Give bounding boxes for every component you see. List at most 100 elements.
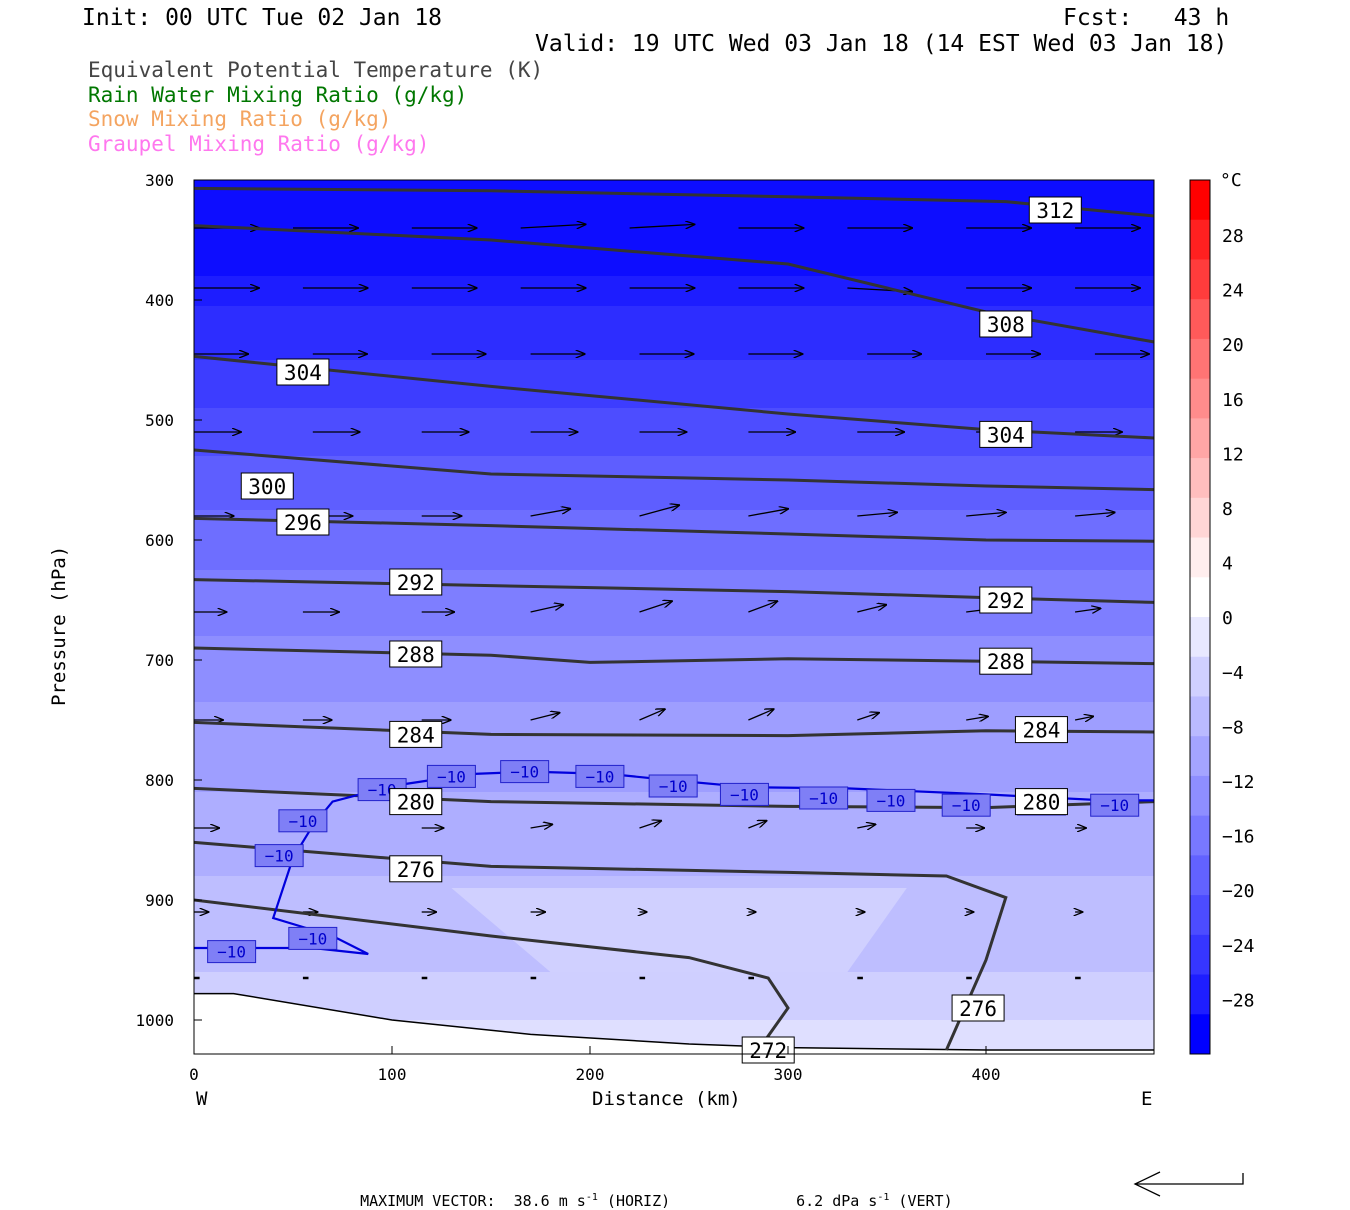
wind-vector (748, 709, 773, 721)
forecast-hour: Fcst: 43 h (1063, 5, 1230, 31)
theta-e-contour-label: 308 (987, 313, 1025, 337)
theta-e-contour (194, 448, 1154, 492)
temp-contour-label: −10 (217, 943, 246, 962)
theta-e-contour-label: 296 (284, 511, 322, 535)
temp-label-box (648, 774, 698, 798)
theta-e-label-box (389, 568, 443, 596)
theta-e-contour-label: 280 (1022, 791, 1060, 815)
colorbar-segment (1190, 338, 1210, 380)
y-tick-label: 400 (145, 291, 174, 310)
colorbar-segment (1190, 617, 1210, 658)
colorbar-tick-label: −4 (1222, 663, 1244, 684)
max-vector-horiz-value: 38.6 (513, 1192, 550, 1210)
wind-vector (857, 605, 886, 613)
x-tick-label: 0 (189, 1065, 199, 1084)
wind-vector (530, 713, 560, 721)
x-tick-label: 100 (378, 1065, 407, 1084)
max-vector-title: MAXIMUM VECTOR: (360, 1192, 496, 1210)
legend-rain-water: Rain Water Mixing Ratio (g/kg) (88, 83, 468, 107)
max-vector-vert: 6.2 dPa s-1 (VERT) (778, 1178, 953, 1209)
theta-e-contour (194, 840, 1008, 1051)
wind-vector (1075, 512, 1115, 516)
theta-e-contour-label: 276 (397, 858, 435, 882)
colorbar-tick-label: 16 (1222, 390, 1244, 411)
wind-vector (857, 512, 897, 516)
temp-contour-label: −10 (510, 763, 539, 782)
theta-e-contour-label: 288 (397, 643, 435, 667)
colorbar-segment (1190, 299, 1210, 340)
terrain-fill (194, 993, 1154, 1054)
theta-e-contour-label: 312 (1036, 199, 1074, 223)
wind-vector (629, 224, 695, 228)
temp-band (194, 360, 1154, 409)
colorbar-tick-label: −8 (1222, 717, 1244, 738)
colorbar-tick-label: 0 (1222, 608, 1233, 629)
theta-e-label-box (389, 640, 443, 668)
theta-e-contour-label: 288 (987, 650, 1025, 674)
temp-contour-label: −10 (659, 777, 688, 796)
legend-graupel: Graupel Mixing Ratio (g/kg) (88, 132, 430, 156)
y-tick-label: 700 (145, 651, 174, 670)
theta-e-contour-label: 280 (397, 791, 435, 815)
temp-label-box (500, 760, 550, 784)
theta-e-label-box (979, 310, 1033, 338)
wind-vector (966, 716, 988, 720)
max-vector-horiz-units: m s (558, 1192, 586, 1210)
theta-e-label-box (240, 472, 294, 500)
y-tick-label: 1000 (135, 1011, 174, 1030)
temp-label-box (575, 764, 625, 788)
colorbar-tick-label: 20 (1222, 335, 1244, 356)
y-tick-label: 600 (145, 531, 174, 550)
x-axis-label: Distance (km) (592, 1088, 741, 1110)
colorbar-segment (1190, 974, 1210, 1015)
temp-label-box (207, 940, 257, 964)
wind-vector (639, 505, 680, 517)
colorbar-segment (1190, 259, 1210, 300)
theta-e-contour (194, 898, 790, 1051)
theta-e-contour-label: 292 (397, 571, 435, 595)
colorbar-tick-label: −24 (1222, 936, 1255, 957)
wind-vector (1075, 608, 1100, 612)
max-vector-horiz-exp: -1 (585, 1192, 598, 1203)
x-tick-label: 400 (972, 1065, 1001, 1084)
wind-vector (639, 709, 665, 721)
reference-vector-arrow (1133, 1171, 1244, 1197)
theta-e-contour-label: 304 (284, 361, 322, 385)
wind-vector (857, 824, 875, 828)
wind-vector (1074, 716, 1093, 720)
colorbar-frame (1189, 179, 1211, 1055)
theta-e-label-box (1014, 716, 1068, 744)
temp-label-box (278, 809, 328, 833)
theta-e-contour (194, 354, 1154, 440)
colorbar-tick-label: 12 (1222, 444, 1244, 465)
wind-vector (748, 509, 788, 517)
temp-contour-label: −10 (265, 847, 294, 866)
theta-e-contour-label: 292 (987, 589, 1025, 613)
colorbar-tick-label: 4 (1222, 554, 1233, 575)
temp-contour-label: −10 (298, 929, 327, 948)
temp-contour-label: −10 (1100, 796, 1129, 815)
y-tick-label: 800 (145, 771, 174, 790)
theta-e-contour-label: 284 (397, 723, 435, 747)
theta-e-label-box (741, 1036, 795, 1064)
colorbar-tick-label: −28 (1222, 990, 1255, 1011)
theta-e-contour-label: 304 (987, 423, 1025, 447)
y-tick-label: 900 (145, 891, 174, 910)
y-axis-label: Pressure (hPa) (48, 545, 70, 706)
y-tick-label: 300 (145, 171, 174, 190)
temp-band (194, 456, 1154, 511)
colorbar-tick-label: 24 (1222, 281, 1244, 302)
temp-label-box (941, 793, 991, 817)
temp-label-box (288, 926, 338, 950)
max-vector-vert-tag: (VERT) (898, 1192, 953, 1210)
theta-e-label-box (389, 720, 443, 748)
wind-vector (966, 512, 1006, 516)
temp-label-box (719, 782, 769, 806)
colorbar-segment (1190, 219, 1210, 260)
wind-vector (530, 509, 571, 517)
terrain-line (194, 992, 1154, 1051)
theta-e-contour (194, 224, 1154, 344)
temp-contour-label: −10 (877, 791, 906, 810)
theta-e-label-box (979, 647, 1033, 675)
theta-e-label-box (276, 358, 330, 386)
